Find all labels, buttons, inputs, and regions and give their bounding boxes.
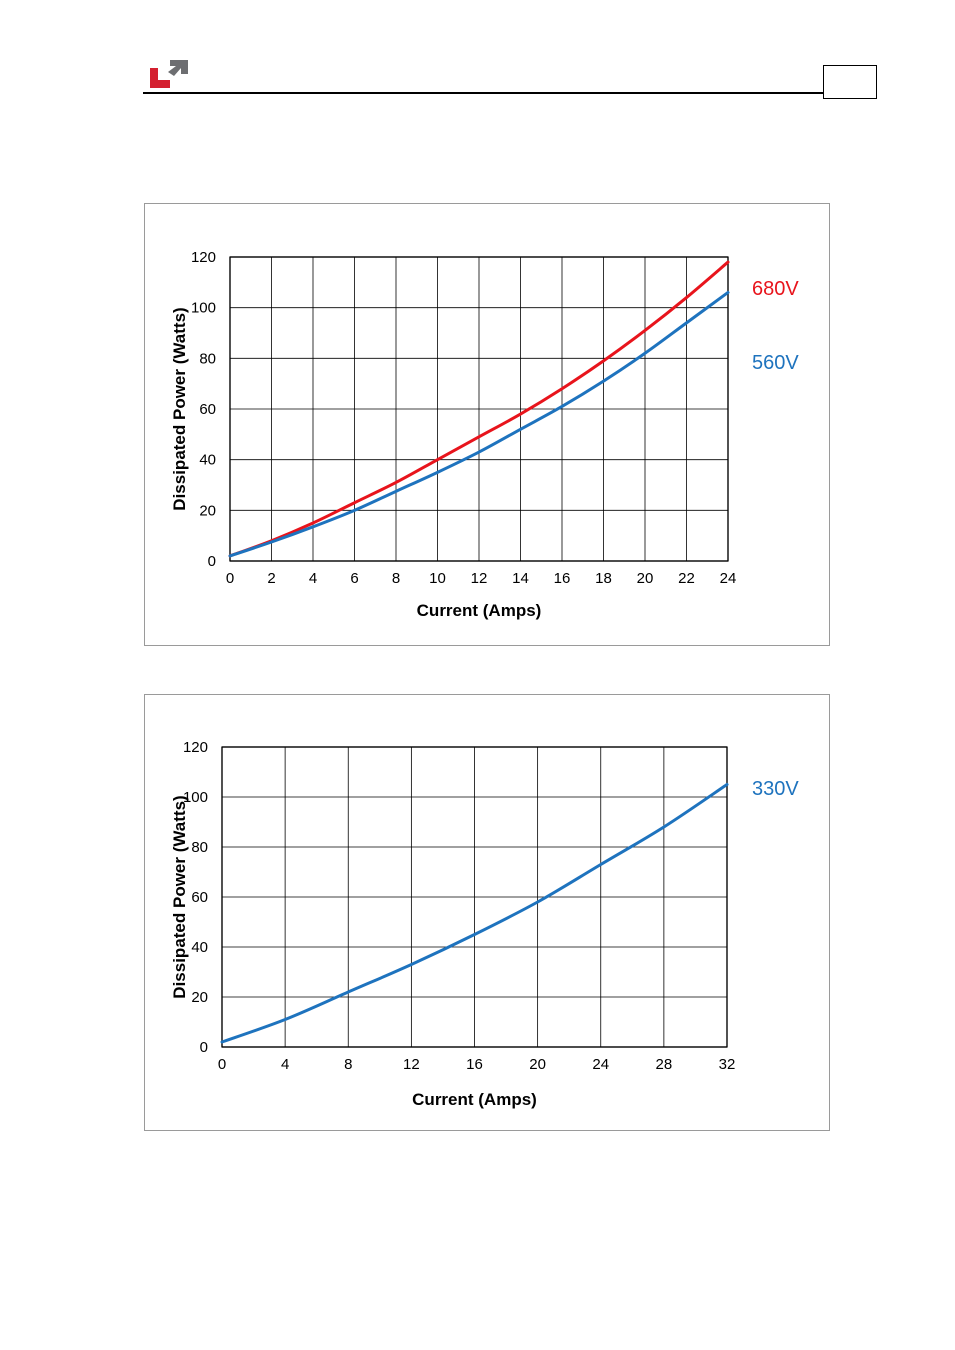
x-tick-label: 2 (267, 570, 275, 587)
plot-border (229, 256, 729, 562)
chart-frame-330v: 0 4 8 12 16 20 24 28 32 0 20 40 60 80 100 120 Current (A… (144, 694, 830, 1131)
x-tick-label: 4 (281, 1056, 289, 1073)
x-tick-label: 24 (592, 1056, 609, 1073)
series-label-560v: 560V (752, 352, 799, 374)
x-tick-label: 20 (529, 1056, 546, 1073)
x-tick-label: 32 (719, 1056, 736, 1073)
x-tick-label: 8 (392, 570, 400, 587)
series-label-680v: 680V (752, 278, 799, 300)
x-tick-label: 20 (637, 570, 654, 587)
y-tick-label: 100 (191, 300, 216, 317)
x-tick-label: 14 (512, 570, 529, 587)
logo-red-shape (150, 68, 170, 88)
x-tick-label: 0 (218, 1056, 226, 1073)
x-tick-label: 12 (471, 570, 488, 587)
page-number-box (823, 65, 877, 99)
x-tick-label: 22 (678, 570, 695, 587)
x-axis-label: Current (Amps) (412, 1090, 537, 1109)
x-tick-label: 16 (466, 1056, 483, 1073)
y-tick-label: 20 (199, 502, 216, 519)
logo-gray-shape (168, 60, 188, 76)
y-axis-label: Dissipated Power (Watts) (170, 307, 189, 510)
chart-frame-680v-560v: 0 2 4 6 8 10 12 14 16 18 20 22 24 0 20 40 60 80 100 120 Curr… (144, 203, 830, 646)
y-tick-label: 100 (183, 789, 208, 806)
y-tick-label: 40 (191, 939, 208, 956)
y-tick-label: 0 (208, 553, 216, 570)
x-axis-label: Current (Amps) (417, 601, 542, 620)
y-tick-label: 40 (199, 452, 216, 469)
x-tick-label: 6 (350, 570, 358, 587)
y-tick-label: 80 (191, 839, 208, 856)
x-tick-label: 4 (309, 570, 317, 587)
x-tick-label: 10 (429, 570, 446, 587)
x-tick-label: 12 (403, 1056, 420, 1073)
y-tick-label: 20 (191, 989, 208, 1006)
y-axis-label: Dissipated Power (Watts) (170, 795, 189, 998)
y-tick-label: 120 (191, 249, 216, 266)
y-tick-label: 120 (183, 739, 208, 756)
x-tick-label: 8 (344, 1056, 352, 1073)
x-tick-label: 0 (226, 570, 234, 587)
y-tick-label: 60 (199, 401, 216, 418)
y-tick-label: 80 (199, 350, 216, 367)
plot-border (221, 746, 728, 1048)
company-logo (148, 58, 192, 90)
series-line-560v (228, 290, 730, 558)
chart-svg-1: 0 2 4 6 8 10 12 14 16 18 20 22 24020406080100120Curr… (170, 249, 799, 620)
x-tick-label: 28 (656, 1056, 673, 1073)
x-tick-label: 16 (554, 570, 571, 587)
y-tick-label: 0 (200, 1039, 208, 1056)
series-label-330v: 330V (752, 778, 799, 800)
y-tick-label: 60 (191, 889, 208, 906)
series-line-330v (220, 783, 729, 1044)
chart-svg-2: 0 4 8 12 16 20 24 28 32 0 20 40 60 80 100 120 Current (A… (170, 739, 799, 1109)
x-tick-label: 24 (720, 570, 737, 587)
header-rule (143, 92, 824, 94)
series-line-680v (228, 260, 730, 558)
x-tick-label: 18 (595, 570, 612, 587)
